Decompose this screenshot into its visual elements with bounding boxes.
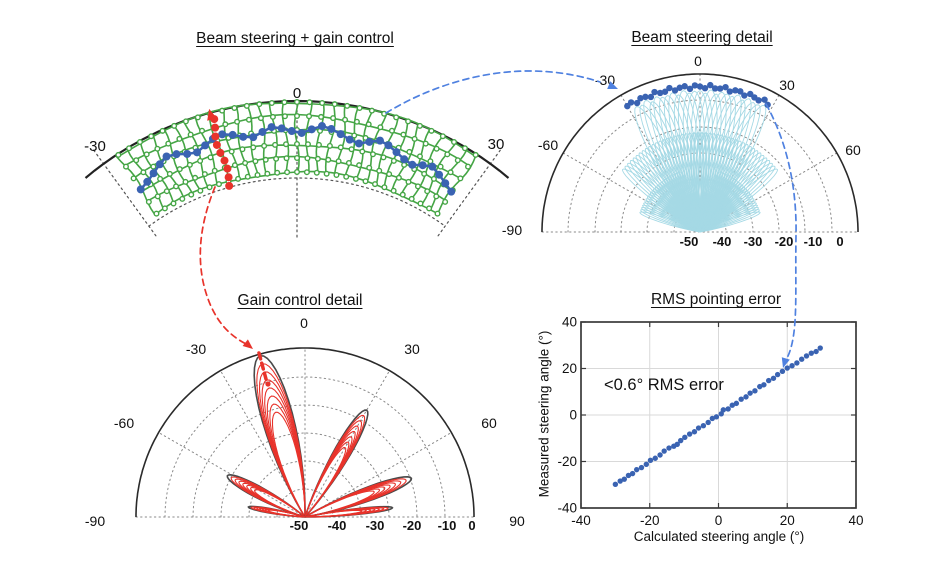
tick-label: 0 bbox=[300, 315, 308, 331]
tick-label: 30 bbox=[404, 341, 420, 357]
gain-detail-labels: -90 -60 -30 0 30 60 90 -50 -40 -30 -20 -10 0 bbox=[85, 315, 525, 533]
tick-label: 0 bbox=[293, 85, 301, 102]
tick-label: 0 bbox=[569, 408, 577, 423]
tick-label: -30 bbox=[84, 138, 106, 155]
tick-label: -30 bbox=[366, 518, 385, 533]
tick-label: -50 bbox=[680, 234, 699, 249]
tick-label: 0 bbox=[836, 234, 843, 249]
tick-label: 30 bbox=[779, 77, 795, 93]
tick-label: 40 bbox=[562, 315, 577, 330]
rms-xaxis-label: Calculated steering angle (°) bbox=[633, 529, 805, 544]
red-lobe-axis bbox=[257, 351, 268, 381]
tick-label: 60 bbox=[845, 142, 861, 158]
panel-title-gain-control-detail: Gain control detail bbox=[237, 292, 363, 309]
blue-steering-link bbox=[385, 70, 601, 114]
tick-label: -20 bbox=[403, 518, 422, 533]
tick-label: -10 bbox=[438, 518, 457, 533]
gain-detail-outer-arc bbox=[135, 347, 475, 517]
tick-label: -10 bbox=[804, 234, 823, 249]
tick-label: -90 bbox=[502, 222, 522, 238]
beam-gain-panel bbox=[84, 99, 510, 238]
rms-scatter-points bbox=[612, 345, 823, 487]
tick-label: 20 bbox=[780, 513, 795, 528]
tick-label: 40 bbox=[848, 513, 863, 528]
annotation-connectors bbox=[199, 70, 797, 387]
tick-label: -60 bbox=[114, 415, 134, 431]
beam-detail-steered-beams bbox=[622, 89, 778, 233]
rms-yaxis-label: Measured steering angle (°) bbox=[536, 330, 552, 498]
tick-label: -20 bbox=[775, 234, 794, 249]
rms-error-annotation: <0.6° RMS error bbox=[604, 376, 724, 394]
tick-label: -40 bbox=[713, 234, 732, 249]
tick-label: -50 bbox=[290, 518, 309, 533]
tick-label: -40 bbox=[557, 501, 577, 516]
tick-label: 30 bbox=[488, 136, 505, 153]
tick-label: 20 bbox=[562, 361, 577, 376]
tick-label: 60 bbox=[481, 415, 497, 431]
beam-gain-angle-labels: -30 0 30 bbox=[84, 85, 504, 155]
tick-label: -40 bbox=[328, 518, 347, 533]
tick-label: 90 bbox=[509, 513, 525, 529]
red-gain-link bbox=[199, 186, 247, 345]
panel-title-beam-steering-detail: Beam steering detail bbox=[631, 29, 773, 46]
tick-label: 0 bbox=[715, 513, 723, 528]
tick-label: -30 bbox=[744, 234, 763, 249]
rms-scatter-panel: -40 -20 0 20 40 -40 -20 0 20 40 bbox=[557, 315, 863, 529]
tick-label: 0 bbox=[468, 518, 475, 533]
arrow-head bbox=[207, 108, 217, 121]
tick-label: -30 bbox=[186, 341, 206, 357]
tick-label: -20 bbox=[640, 513, 660, 528]
beam-gain-gain-sweep bbox=[207, 108, 234, 190]
panel-title-rms-pointing-error: RMS pointing error bbox=[650, 291, 782, 308]
beam-detail-outer-arc bbox=[541, 73, 859, 232]
beam-detail-measured-dots bbox=[624, 81, 771, 110]
tick-label: -90 bbox=[85, 513, 105, 529]
tick-label: -40 bbox=[571, 513, 591, 528]
tick-label: 0 bbox=[694, 53, 702, 69]
arrow-head bbox=[607, 81, 618, 89]
tick-label: -60 bbox=[538, 137, 558, 153]
arrow-head bbox=[781, 357, 790, 368]
panel-title-beam-steering-gain-control: Beam steering + gain control bbox=[196, 30, 394, 47]
tick-label: -20 bbox=[557, 454, 577, 469]
arrow-head bbox=[242, 339, 253, 349]
blue-rms-link bbox=[765, 103, 797, 361]
beam-gain-measured-trace bbox=[136, 122, 456, 196]
